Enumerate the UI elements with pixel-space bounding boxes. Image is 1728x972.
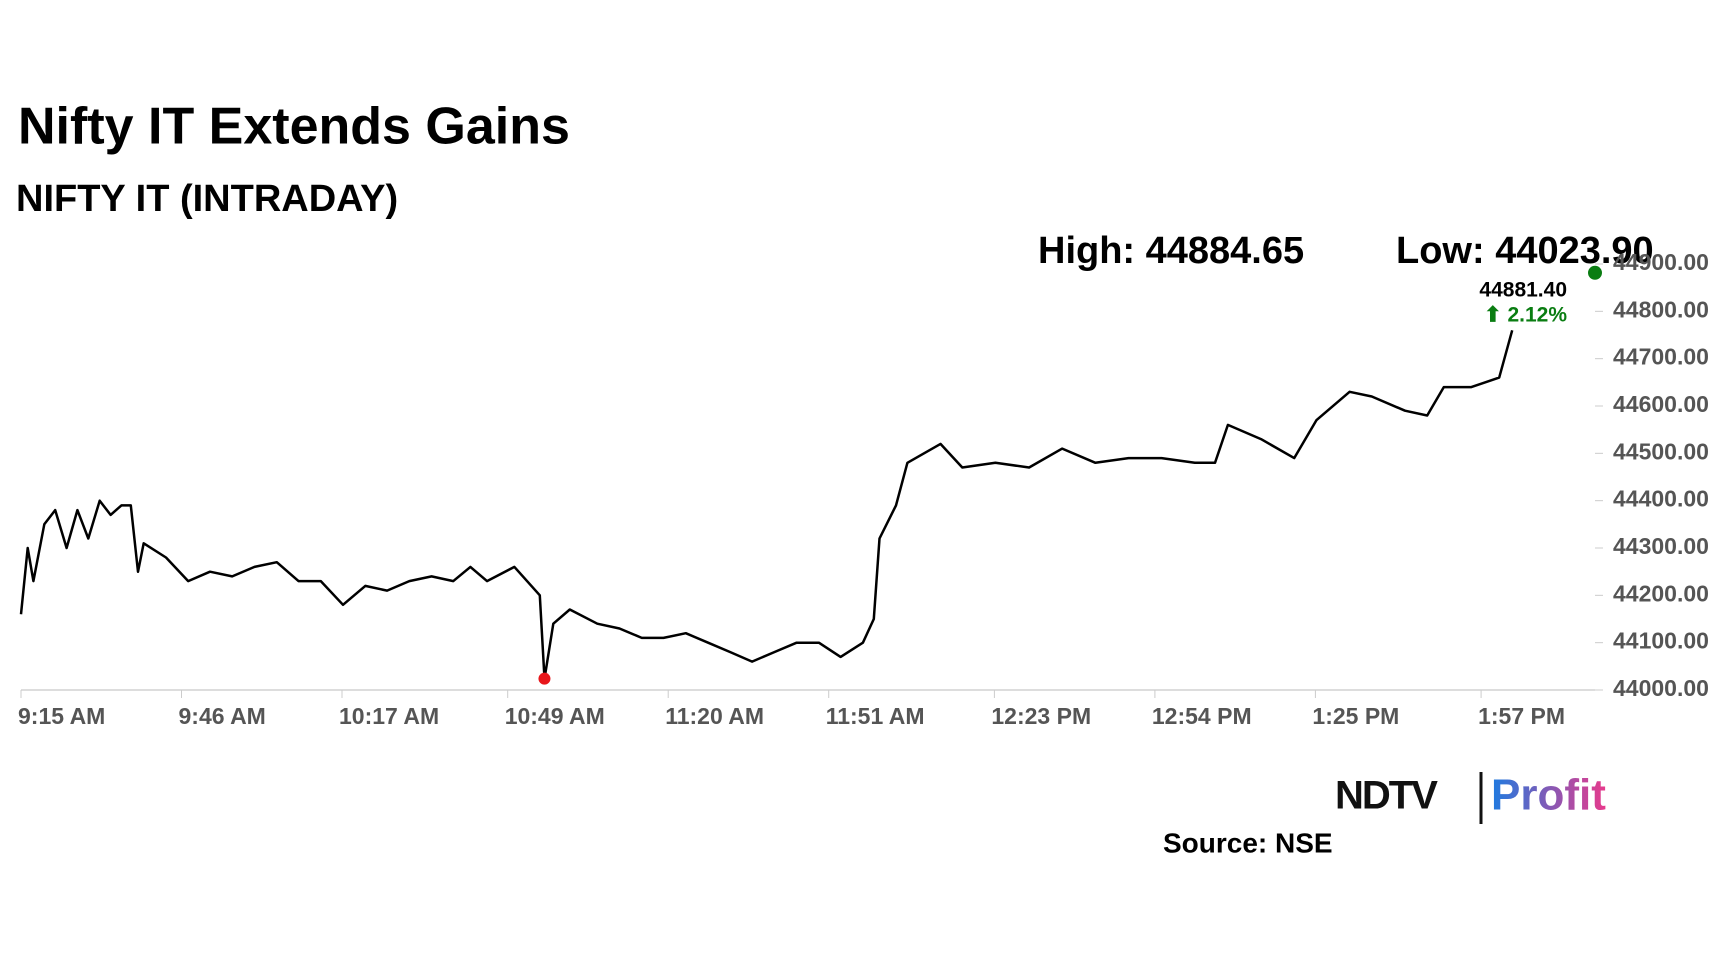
logo-ndtv: NDTV — [1335, 774, 1438, 818]
y-tick-label: 44600.00 — [1613, 391, 1709, 417]
logo-profit: Profit — [1491, 771, 1606, 820]
x-tick-label: 10:17 AM — [339, 703, 439, 729]
last-value: 44881.40 — [1479, 278, 1567, 301]
y-tick-label: 44700.00 — [1613, 344, 1709, 370]
y-tick-label: 44300.00 — [1613, 533, 1709, 559]
x-tick-label: 11:51 AM — [826, 703, 925, 729]
last-change: ⬆ 2.12% — [1484, 303, 1567, 326]
y-tick-label: 44400.00 — [1613, 486, 1709, 512]
y-tick-label: 44100.00 — [1613, 628, 1709, 654]
high-label: High: 44884.65 — [1038, 230, 1304, 272]
low-label: Low: 44023.90 — [1396, 230, 1654, 272]
y-tick-label: 44000.00 — [1613, 675, 1709, 701]
y-tick-label: 44800.00 — [1613, 296, 1709, 322]
price-line — [19, 329, 1514, 680]
x-tick-label: 12:23 PM — [991, 703, 1091, 729]
y-tick-label: 44200.00 — [1613, 580, 1709, 606]
last-marker — [1588, 265, 1602, 280]
x-tick-label: 12:54 PM — [1152, 703, 1252, 729]
low-marker — [538, 672, 551, 685]
x-tick-label: 1:25 PM — [1312, 703, 1399, 729]
x-tick-label: 9:15 AM — [18, 703, 105, 729]
chart-subtitle: NIFTY IT (INTRADAY) — [16, 178, 398, 220]
source: Source: NSE — [1163, 827, 1333, 858]
x-tick-label: 9:46 AM — [179, 703, 266, 729]
x-tick-label: 1:57 PM — [1478, 703, 1565, 729]
y-tick-label: 44900.00 — [1613, 249, 1709, 275]
x-tick-label: 10:49 AM — [505, 703, 605, 729]
y-tick-label: 44500.00 — [1613, 438, 1709, 464]
chart-title: Nifty IT Extends Gains — [18, 98, 570, 156]
x-tick-label: 11:20 AM — [665, 703, 764, 729]
